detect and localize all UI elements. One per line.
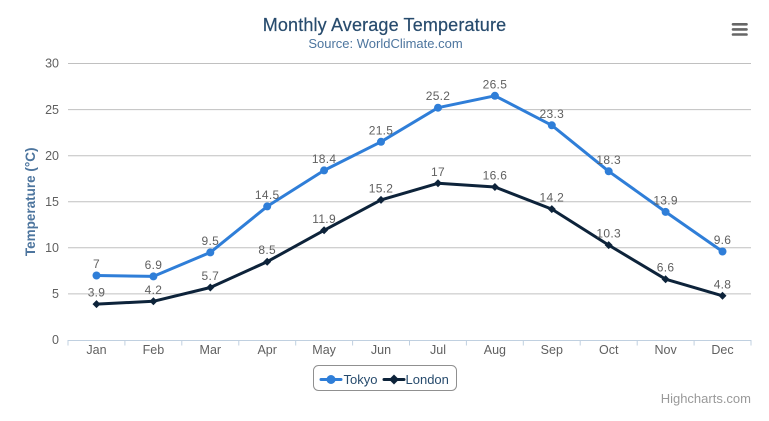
- svg-text:Aug: Aug: [484, 343, 506, 357]
- svg-text:20: 20: [45, 149, 59, 163]
- svg-text:Temperature (°C): Temperature (°C): [23, 147, 38, 256]
- svg-text:Oct: Oct: [599, 343, 619, 357]
- svg-text:3.9: 3.9: [88, 286, 106, 300]
- svg-text:Monthly Average Temperature: Monthly Average Temperature: [263, 15, 507, 35]
- svg-text:Mar: Mar: [200, 343, 222, 357]
- svg-text:Jan: Jan: [86, 343, 106, 357]
- svg-text:18.3: 18.3: [596, 153, 621, 167]
- svg-text:6.9: 6.9: [145, 258, 163, 272]
- svg-text:13.9: 13.9: [653, 193, 678, 207]
- svg-text:14.2: 14.2: [540, 191, 565, 205]
- svg-text:Apr: Apr: [257, 343, 276, 357]
- svg-text:9.6: 9.6: [714, 233, 732, 247]
- svg-text:Dec: Dec: [711, 343, 733, 357]
- svg-text:26.5: 26.5: [483, 77, 508, 91]
- svg-text:10.3: 10.3: [596, 227, 621, 241]
- svg-text:6.6: 6.6: [657, 261, 675, 275]
- svg-text:25: 25: [45, 103, 59, 117]
- svg-text:9.5: 9.5: [202, 234, 220, 248]
- svg-text:11.9: 11.9: [312, 212, 336, 226]
- svg-text:Source: WorldClimate.com: Source: WorldClimate.com: [308, 36, 462, 51]
- svg-text:Tokyo: Tokyo: [344, 372, 378, 387]
- svg-text:May: May: [312, 343, 336, 357]
- svg-text:Jun: Jun: [371, 343, 391, 357]
- svg-text:Highcharts.com: Highcharts.com: [661, 391, 751, 406]
- svg-text:Jul: Jul: [430, 343, 446, 357]
- svg-text:8.5: 8.5: [258, 243, 276, 257]
- svg-text:15: 15: [45, 195, 59, 209]
- svg-text:15.2: 15.2: [369, 181, 394, 195]
- svg-text:30: 30: [45, 57, 59, 71]
- svg-text:23.3: 23.3: [540, 107, 565, 121]
- svg-text:Sep: Sep: [541, 343, 563, 357]
- svg-text:17: 17: [431, 165, 445, 179]
- svg-text:Feb: Feb: [143, 343, 165, 357]
- svg-text:5.7: 5.7: [202, 269, 220, 283]
- svg-text:18.4: 18.4: [312, 152, 337, 166]
- svg-text:4.2: 4.2: [145, 283, 163, 297]
- svg-text:16.6: 16.6: [483, 169, 508, 183]
- svg-text:25.2: 25.2: [426, 89, 451, 103]
- svg-text:Nov: Nov: [654, 343, 677, 357]
- svg-text:0: 0: [52, 333, 59, 347]
- svg-text:10: 10: [45, 241, 59, 255]
- svg-text:21.5: 21.5: [369, 123, 394, 137]
- svg-text:7: 7: [93, 257, 100, 271]
- svg-text:5: 5: [52, 287, 59, 301]
- svg-text:London: London: [406, 372, 449, 387]
- svg-text:4.8: 4.8: [714, 277, 732, 291]
- svg-text:14.5: 14.5: [255, 188, 280, 202]
